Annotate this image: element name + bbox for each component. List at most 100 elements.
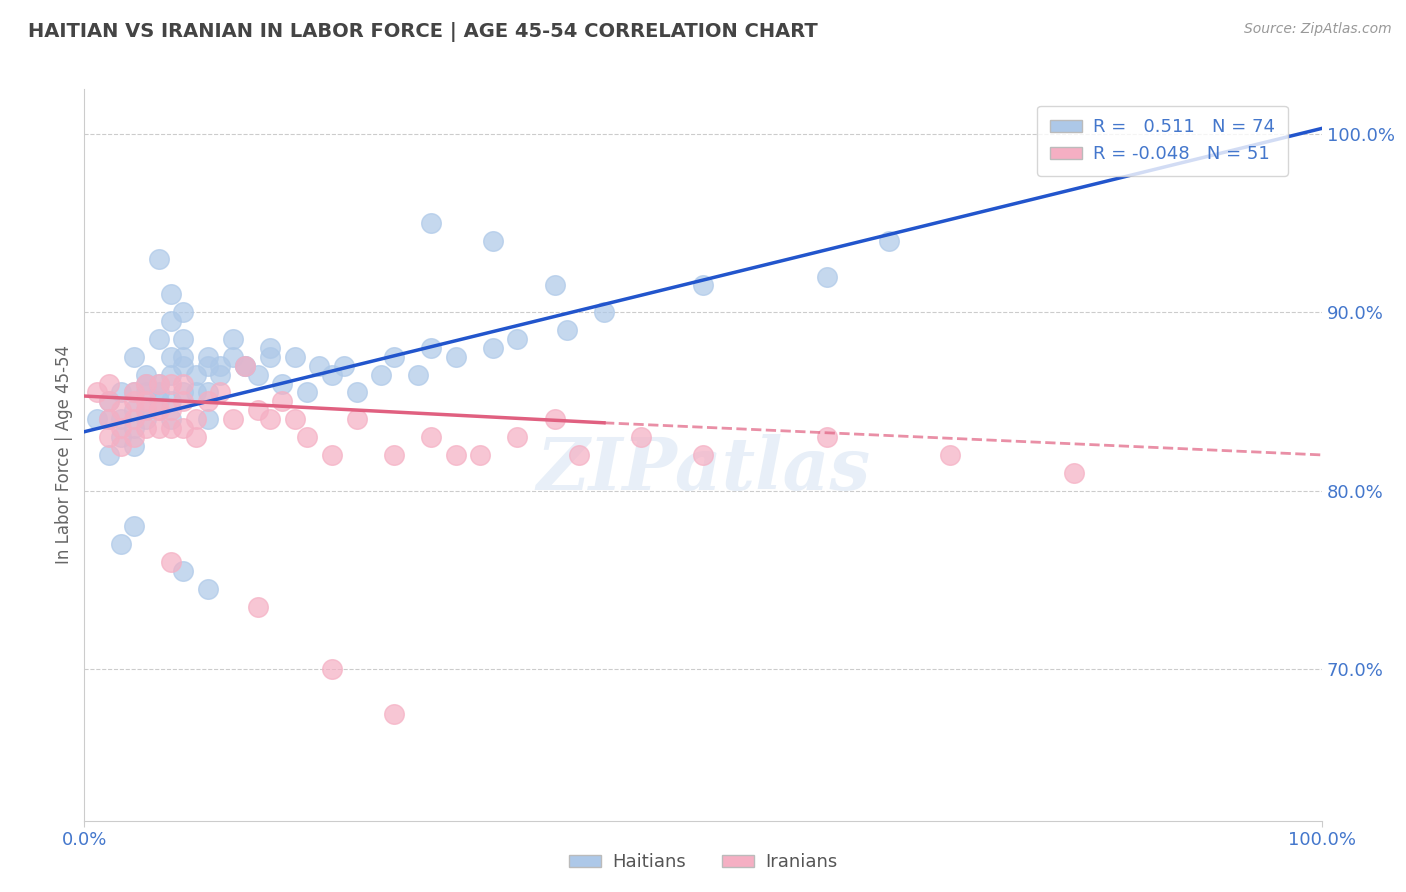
Point [1063, 466, 1085, 480]
Point [295, 430, 318, 444]
Point [233, 359, 256, 373]
Point [877, 234, 900, 248]
Point [184, 430, 207, 444]
Point [555, 323, 578, 337]
Point [233, 359, 256, 373]
Point [172, 332, 194, 346]
Point [506, 332, 529, 346]
Point [692, 448, 714, 462]
Point [197, 359, 219, 373]
Point [86, 412, 108, 426]
Point [184, 385, 207, 400]
Point [98, 394, 121, 409]
Point [148, 385, 170, 400]
Point [135, 421, 157, 435]
Point [543, 412, 565, 426]
Point [160, 555, 183, 569]
Point [172, 564, 194, 578]
Point [197, 385, 219, 400]
Point [246, 368, 269, 382]
Point [246, 403, 269, 417]
Point [209, 368, 232, 382]
Point [122, 394, 145, 409]
Point [135, 394, 157, 409]
Point [382, 706, 405, 721]
Point [444, 350, 467, 364]
Point [110, 430, 132, 444]
Point [481, 234, 503, 248]
Point [222, 332, 245, 346]
Point [160, 350, 183, 364]
Point [148, 332, 170, 346]
Point [122, 403, 145, 417]
Point [222, 412, 245, 426]
Point [122, 385, 145, 400]
Point [233, 359, 256, 373]
Point [815, 269, 838, 284]
Point [197, 394, 219, 409]
Point [160, 287, 183, 301]
Text: HAITIAN VS IRANIAN IN LABOR FORCE | AGE 45-54 CORRELATION CHART: HAITIAN VS IRANIAN IN LABOR FORCE | AGE … [28, 22, 818, 42]
Point [259, 350, 281, 364]
Point [382, 350, 405, 364]
Point [160, 314, 183, 328]
Point [346, 385, 368, 400]
Point [148, 252, 170, 266]
Point [110, 439, 132, 453]
Legend: Haitians, Iranians: Haitians, Iranians [561, 847, 845, 879]
Point [172, 421, 194, 435]
Point [370, 368, 392, 382]
Point [692, 278, 714, 293]
Point [172, 385, 194, 400]
Point [246, 599, 269, 614]
Point [135, 403, 157, 417]
Point [346, 412, 368, 426]
Point [419, 216, 441, 230]
Point [321, 662, 343, 676]
Point [271, 376, 294, 391]
Point [172, 350, 194, 364]
Point [148, 376, 170, 391]
Point [98, 430, 121, 444]
Point [419, 341, 441, 355]
Point [110, 403, 132, 417]
Point [86, 385, 108, 400]
Point [148, 403, 170, 417]
Point [110, 537, 132, 551]
Point [160, 394, 183, 409]
Point [98, 394, 121, 409]
Point [481, 341, 503, 355]
Point [259, 412, 281, 426]
Point [98, 376, 121, 391]
Point [135, 403, 157, 417]
Point [122, 412, 145, 426]
Point [444, 448, 467, 462]
Point [284, 350, 307, 364]
Text: Source: ZipAtlas.com: Source: ZipAtlas.com [1244, 22, 1392, 37]
Point [939, 448, 962, 462]
Point [122, 439, 145, 453]
Point [148, 421, 170, 435]
Point [160, 421, 183, 435]
Point [122, 350, 145, 364]
Point [321, 368, 343, 382]
Point [209, 359, 232, 373]
Point [148, 376, 170, 391]
Point [148, 394, 170, 409]
Legend: R =   0.511   N = 74, R = -0.048   N = 51: R = 0.511 N = 74, R = -0.048 N = 51 [1038, 105, 1288, 176]
Point [135, 376, 157, 391]
Point [308, 359, 330, 373]
Point [470, 448, 492, 462]
Point [543, 278, 565, 293]
Point [197, 582, 219, 596]
Point [122, 385, 145, 400]
Point [160, 376, 183, 391]
Point [506, 430, 529, 444]
Point [172, 376, 194, 391]
Point [160, 403, 183, 417]
Point [259, 341, 281, 355]
Point [222, 350, 245, 364]
Point [209, 385, 232, 400]
Point [271, 394, 294, 409]
Point [197, 412, 219, 426]
